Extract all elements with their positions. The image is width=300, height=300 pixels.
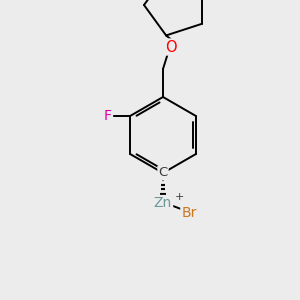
Text: O: O	[165, 40, 177, 55]
Text: Br: Br	[181, 206, 197, 220]
Text: C: C	[158, 167, 168, 179]
Text: +: +	[174, 192, 184, 202]
Text: Zn: Zn	[154, 196, 172, 210]
Text: F: F	[104, 109, 112, 123]
